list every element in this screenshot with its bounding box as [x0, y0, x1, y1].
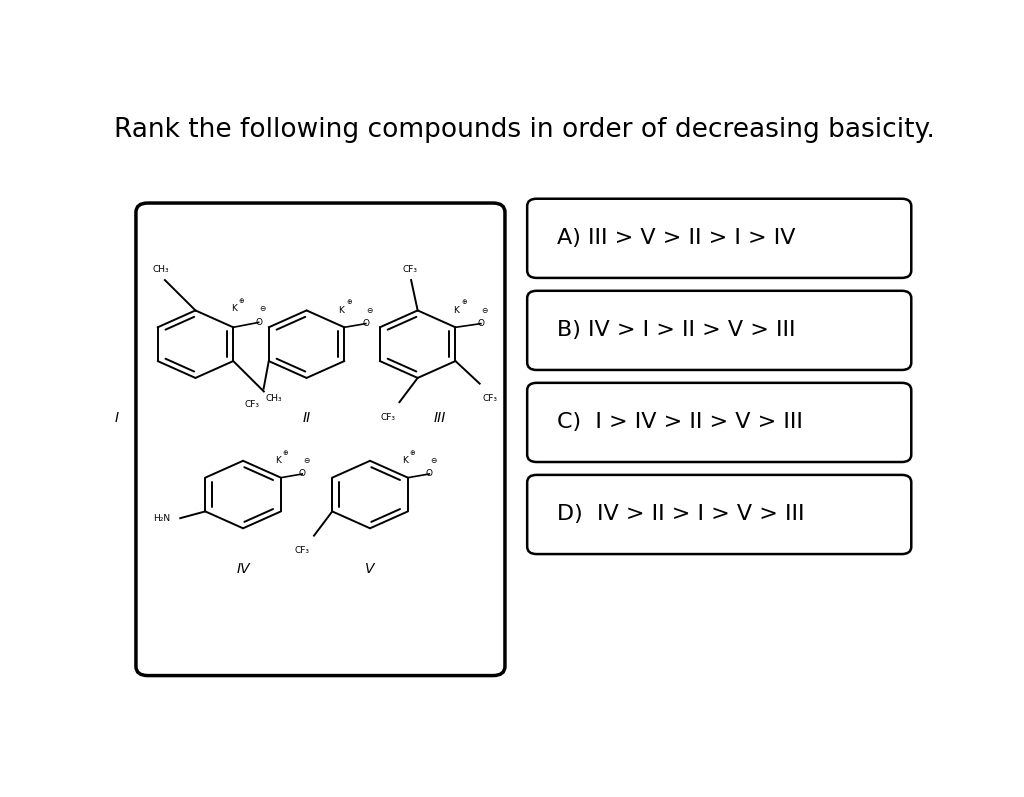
Text: C)  I > IV > II > V > III: C) I > IV > II > V > III — [557, 412, 803, 433]
Text: II: II — [302, 411, 310, 426]
Text: B) IV > I > II > V > III: B) IV > I > II > V > III — [557, 320, 795, 340]
FancyBboxPatch shape — [136, 203, 505, 676]
FancyBboxPatch shape — [527, 291, 911, 370]
Text: CF₃: CF₃ — [380, 413, 395, 422]
Text: CF₃: CF₃ — [295, 547, 309, 556]
Text: O: O — [426, 469, 433, 478]
Text: CF₃: CF₃ — [402, 265, 418, 273]
FancyBboxPatch shape — [527, 198, 911, 278]
Text: ⊖: ⊖ — [367, 305, 373, 315]
Text: CH₃: CH₃ — [153, 265, 169, 273]
Text: ⊖: ⊖ — [259, 304, 266, 313]
Text: K: K — [402, 456, 408, 465]
Text: ⊕: ⊕ — [410, 450, 415, 456]
Text: K: K — [339, 305, 344, 315]
Text: A) III > V > II > I > IV: A) III > V > II > I > IV — [557, 228, 795, 249]
Text: ⊖: ⊖ — [430, 456, 436, 465]
Text: CF₃: CF₃ — [244, 399, 259, 409]
Text: K: K — [454, 305, 460, 315]
Text: ⊕: ⊕ — [283, 450, 288, 456]
Text: O: O — [362, 319, 370, 328]
Text: V: V — [366, 562, 375, 575]
Text: IV: IV — [237, 562, 250, 575]
FancyBboxPatch shape — [527, 383, 911, 462]
Text: K: K — [275, 456, 281, 465]
Text: ⊕: ⊕ — [346, 299, 351, 305]
Text: CF₃: CF₃ — [482, 394, 498, 402]
Text: ⊕: ⊕ — [239, 298, 245, 304]
Text: H₂N: H₂N — [154, 513, 171, 523]
Text: III: III — [433, 411, 445, 426]
Text: Rank the following compounds in order of decreasing basicity.: Rank the following compounds in order of… — [115, 117, 935, 143]
Text: I: I — [115, 411, 119, 426]
Text: ⊕: ⊕ — [461, 299, 467, 305]
FancyBboxPatch shape — [527, 475, 911, 554]
Text: O: O — [477, 319, 484, 328]
Text: O: O — [255, 318, 262, 327]
Text: ⊖: ⊖ — [303, 456, 309, 465]
Text: ⊖: ⊖ — [481, 305, 488, 315]
Text: D)  IV > II > I > V > III: D) IV > II > I > V > III — [557, 505, 804, 524]
Text: CH₃: CH₃ — [265, 395, 282, 403]
Text: K: K — [231, 304, 238, 313]
Text: O: O — [299, 469, 306, 478]
